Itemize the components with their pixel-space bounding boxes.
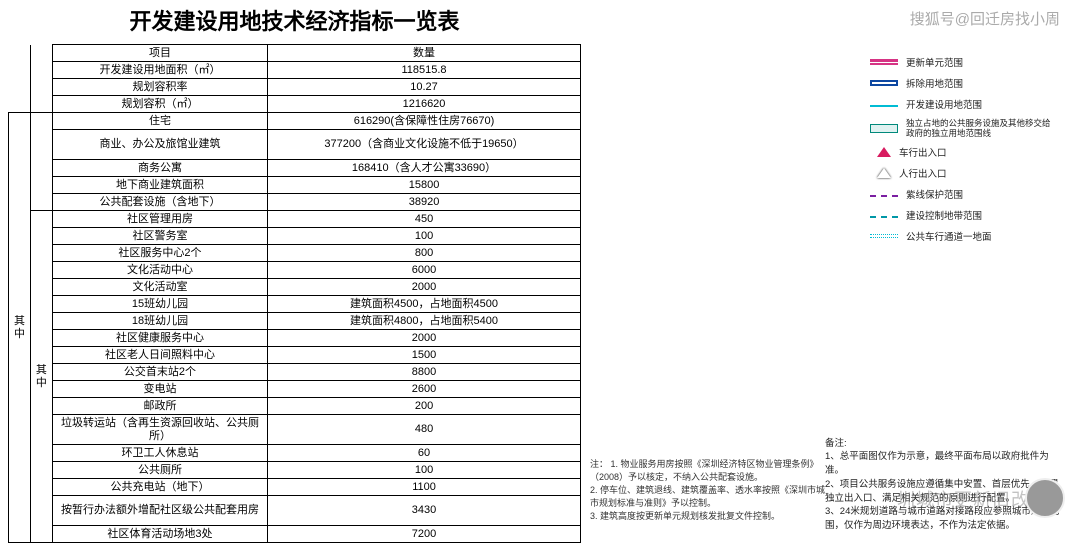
notes-head: 注： <box>590 459 608 469</box>
table-row: 开发建设用地面积（㎡） <box>52 62 267 79</box>
table-row: 18班幼儿园 <box>52 313 267 330</box>
legend-swatch-icon <box>870 195 898 197</box>
table-row: 168410（含人才公寓33690） <box>268 160 581 177</box>
table-row: 公共配套设施（含地下） <box>52 194 267 211</box>
table-row: 616290(含保障性住房76670) <box>268 113 581 130</box>
note-item: 3. 建筑高度按更新单元规划核发批复文件控制。 <box>590 511 780 521</box>
watermark-bottom: 圳城市更新旧改 <box>897 486 1030 512</box>
table-row: 社区体育活动场地3处 <box>52 526 267 543</box>
header-value: 数量 <box>268 45 581 62</box>
table-row: 6000 <box>268 262 581 279</box>
table-row: 社区警务室 <box>52 228 267 245</box>
table-row: 住宅 <box>52 113 267 130</box>
table-row: 100 <box>268 462 581 479</box>
table-row: 377200（含商业文化设施不低于19650） <box>268 130 581 160</box>
legend: 更新单元范围 拆除用地范围 开发建设用地范围 独立占地的公共服务设施及其他移交给… <box>870 55 1070 243</box>
legend-label: 公共车行通道一地面 <box>906 229 992 243</box>
watermark-top: 搜狐号@回迁房找小周 <box>910 8 1060 29</box>
table-row: 200 <box>268 398 581 415</box>
table-row: 地下商业建筑面积 <box>52 177 267 194</box>
table-row: 2600 <box>268 381 581 398</box>
table-row: 800 <box>268 245 581 262</box>
table-row: 15班幼儿园 <box>52 296 267 313</box>
table-row: 垃圾转运站（含再生资源回收站、公共厕所） <box>52 415 267 445</box>
legend-label: 建设控制地带范围 <box>906 208 982 222</box>
legend-label: 开发建设用地范围 <box>906 97 982 111</box>
table-row: 规划容积（㎡） <box>52 96 267 113</box>
legend-label: 独立占地的公共服务设施及其他移交给政府的独立用地范围线 <box>906 118 1056 138</box>
table-row: 公共厕所 <box>52 462 267 479</box>
table-row: 15800 <box>268 177 581 194</box>
legend-swatch-icon <box>870 124 898 133</box>
triangle-up-icon <box>877 168 891 178</box>
indicator-table: 项目 数量 开发建设用地面积（㎡）118515.8 规划容积率10.27 规划容… <box>8 44 581 543</box>
table-row: 38920 <box>268 194 581 211</box>
note-item: 2. 停车位、建筑退线、建筑覆盖率、透水率按照《深圳市城市规划标准与准则》予以控… <box>590 485 825 508</box>
table-row: 按暂行办法额外增配社区级公共配套用房 <box>52 496 267 526</box>
table-row: 2000 <box>268 279 581 296</box>
table-row: 邮政所 <box>52 398 267 415</box>
table-row: 文化活动中心 <box>52 262 267 279</box>
legend-label: 更新单元范围 <box>906 55 963 69</box>
table-row: 变电站 <box>52 381 267 398</box>
avatar <box>1025 478 1065 518</box>
table-row: 7200 <box>268 526 581 543</box>
notes-left: 注： 1. 物业服务用房按照《深圳经济特区物业管理条例》（2008）予以核定，不… <box>590 458 825 523</box>
table-row: 商业、办公及旅馆业建筑 <box>52 130 267 160</box>
page-title: 开发建设用地技术经济指标一览表 <box>8 4 581 36</box>
legend-swatch-icon <box>870 216 898 218</box>
notes-head: 备注: <box>825 437 1065 451</box>
legend-label: 拆除用地范围 <box>906 76 963 90</box>
table-row: 社区老人日间照料中心 <box>52 347 267 364</box>
group-inner-label: 其中 <box>30 211 52 543</box>
table-row: 公交首末站2个 <box>52 364 267 381</box>
table-row: 规划容积率 <box>52 79 267 96</box>
group-outer-label: 其中 <box>9 113 31 543</box>
table-row: 建筑面积4500，占地面积4500 <box>268 296 581 313</box>
table-row: 文化活动室 <box>52 279 267 296</box>
table-row: 480 <box>268 415 581 445</box>
table-row: 1216620 <box>268 96 581 113</box>
table-row: 1100 <box>268 479 581 496</box>
legend-label: 紫线保护范围 <box>906 187 963 201</box>
table-row: 100 <box>268 228 581 245</box>
table-row: 60 <box>268 445 581 462</box>
table-row: 3430 <box>268 496 581 526</box>
legend-label: 车行出入口 <box>899 145 947 159</box>
header-project: 项目 <box>52 45 267 62</box>
legend-swatch-icon <box>870 80 898 86</box>
table-row: 建筑面积4800，占地面积5400 <box>268 313 581 330</box>
table-row: 社区健康服务中心 <box>52 330 267 347</box>
table-row: 10.27 <box>268 79 581 96</box>
table-row: 环卫工人休息站 <box>52 445 267 462</box>
note-item: 1. 物业服务用房按照《深圳经济特区物业管理条例》（2008）予以核定，不纳入公… <box>590 459 819 482</box>
legend-label: 人行出入口 <box>899 166 947 180</box>
table-row: 450 <box>268 211 581 228</box>
triangle-up-icon <box>877 147 891 157</box>
table-row: 2000 <box>268 330 581 347</box>
table-row: 社区服务中心2个 <box>52 245 267 262</box>
table-row: 公共充电站（地下） <box>52 479 267 496</box>
table-row: 8800 <box>268 364 581 381</box>
table-row: 1500 <box>268 347 581 364</box>
table-row: 社区管理用房 <box>52 211 267 228</box>
legend-swatch-icon <box>870 234 898 238</box>
legend-swatch-icon <box>870 105 898 107</box>
table-row: 商务公寓 <box>52 160 267 177</box>
note-item: 1、总平面图仅作为示意，最终平面布局以政府批件为准。 <box>825 450 1065 478</box>
table-row: 118515.8 <box>268 62 581 79</box>
legend-swatch-icon <box>870 59 898 65</box>
